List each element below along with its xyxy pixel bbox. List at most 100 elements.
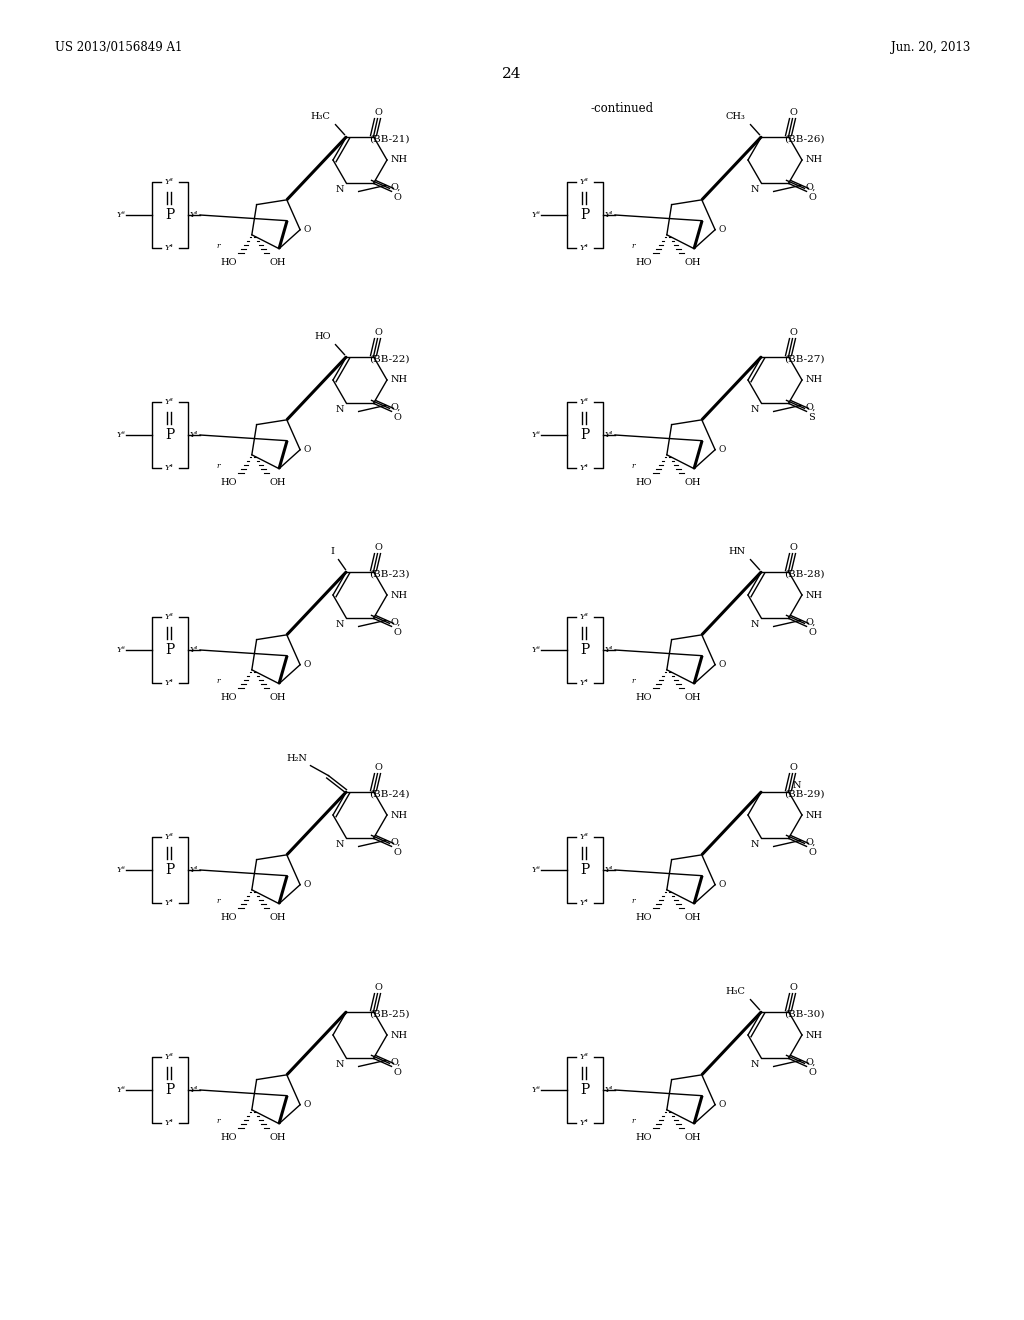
Text: Y¹: Y¹ (605, 645, 613, 653)
Text: CH₃: CH₃ (726, 112, 745, 120)
Text: OH: OH (685, 1133, 701, 1142)
Text: Y¹: Y¹ (605, 866, 613, 874)
Text: Y³: Y³ (580, 178, 589, 186)
Text: Y⁴: Y⁴ (580, 899, 589, 907)
Text: Y⁶: Y⁶ (531, 211, 540, 219)
Text: N: N (751, 620, 760, 630)
Text: Y³: Y³ (580, 399, 589, 407)
Text: OH: OH (270, 257, 287, 267)
Text: O: O (303, 660, 310, 669)
Text: O,: O, (806, 618, 816, 627)
Text: OH: OH (685, 693, 701, 702)
Text: O: O (809, 194, 816, 202)
Text: Y⁶: Y⁶ (116, 211, 125, 219)
Text: NH: NH (391, 156, 409, 165)
Text: Y⁶: Y⁶ (531, 1086, 540, 1094)
Text: OH: OH (270, 913, 287, 921)
Text: r: r (631, 462, 635, 470)
Text: (BB-25): (BB-25) (370, 1010, 410, 1019)
Text: O: O (375, 543, 382, 552)
Text: O: O (809, 628, 816, 638)
Text: Y⁴: Y⁴ (165, 899, 173, 907)
Text: O: O (303, 226, 310, 234)
Text: O: O (375, 763, 382, 772)
Text: N: N (751, 185, 760, 194)
Text: HO: HO (635, 913, 652, 921)
Text: P: P (581, 209, 590, 222)
Text: O: O (303, 445, 310, 454)
Text: OH: OH (685, 913, 701, 921)
Text: Y⁶: Y⁶ (116, 1086, 125, 1094)
Text: Y³: Y³ (165, 612, 173, 620)
Text: O,: O, (806, 838, 816, 847)
Text: HO: HO (635, 478, 652, 487)
Text: OH: OH (685, 478, 701, 487)
Text: r: r (216, 677, 219, 685)
Text: r: r (216, 898, 219, 906)
Text: (BB-29): (BB-29) (784, 789, 825, 799)
Text: NH: NH (391, 1031, 409, 1040)
Text: HO: HO (635, 693, 652, 702)
Text: Y⁴: Y⁴ (580, 244, 589, 252)
Text: HO: HO (220, 913, 237, 921)
Text: P: P (581, 428, 590, 442)
Text: O: O (790, 763, 798, 772)
Text: Y⁶: Y⁶ (531, 645, 540, 653)
Text: r: r (631, 898, 635, 906)
Text: O,: O, (390, 183, 400, 191)
Text: N: N (336, 620, 344, 630)
Text: P: P (165, 428, 175, 442)
Text: O: O (809, 1068, 816, 1077)
Text: HO: HO (220, 693, 237, 702)
Text: Y¹: Y¹ (190, 866, 199, 874)
Text: O: O (718, 1101, 725, 1109)
Text: N: N (793, 780, 801, 789)
Text: Y³: Y³ (580, 1053, 589, 1061)
Text: N: N (336, 841, 344, 849)
Text: Y³: Y³ (165, 1053, 173, 1061)
Text: (BB-21): (BB-21) (370, 135, 410, 144)
Text: O,: O, (390, 1057, 400, 1067)
Text: NH: NH (806, 810, 823, 820)
Text: O,: O, (390, 838, 400, 847)
Text: Y¹: Y¹ (190, 432, 199, 440)
Text: -continued: -continued (591, 102, 653, 115)
Text: Jun. 20, 2013: Jun. 20, 2013 (891, 41, 970, 54)
Text: O: O (375, 327, 382, 337)
Text: Y¹: Y¹ (190, 1086, 199, 1094)
Text: NH: NH (391, 590, 409, 599)
Text: NH: NH (806, 156, 823, 165)
Text: (BB-24): (BB-24) (370, 789, 410, 799)
Text: Y⁴: Y⁴ (580, 678, 589, 686)
Text: O: O (303, 880, 310, 890)
Text: Y⁴: Y⁴ (165, 1119, 173, 1127)
Text: HO: HO (635, 257, 652, 267)
Text: Y⁶: Y⁶ (116, 645, 125, 653)
Text: O: O (718, 880, 725, 890)
Text: Y⁴: Y⁴ (580, 465, 589, 473)
Text: O: O (375, 108, 382, 116)
Text: OH: OH (685, 257, 701, 267)
Text: r: r (216, 462, 219, 470)
Text: Y³: Y³ (165, 178, 173, 186)
Text: Y⁶: Y⁶ (116, 866, 125, 874)
Text: O,: O, (806, 1057, 816, 1067)
Text: r: r (631, 1117, 635, 1125)
Text: HO: HO (220, 257, 237, 267)
Text: (BB-27): (BB-27) (784, 355, 825, 364)
Text: Y⁶: Y⁶ (531, 866, 540, 874)
Text: O: O (790, 108, 798, 116)
Text: N: N (336, 185, 344, 194)
Text: S: S (809, 413, 815, 422)
Text: OH: OH (270, 1133, 287, 1142)
Text: N: N (751, 841, 760, 849)
Text: Y⁶: Y⁶ (116, 432, 125, 440)
Text: O: O (790, 982, 798, 991)
Text: O: O (393, 849, 401, 858)
Text: P: P (581, 863, 590, 876)
Text: Y⁴: Y⁴ (165, 678, 173, 686)
Text: P: P (165, 863, 175, 876)
Text: r: r (631, 242, 635, 249)
Text: H₂N: H₂N (287, 754, 307, 763)
Text: H₃C: H₃C (726, 986, 745, 995)
